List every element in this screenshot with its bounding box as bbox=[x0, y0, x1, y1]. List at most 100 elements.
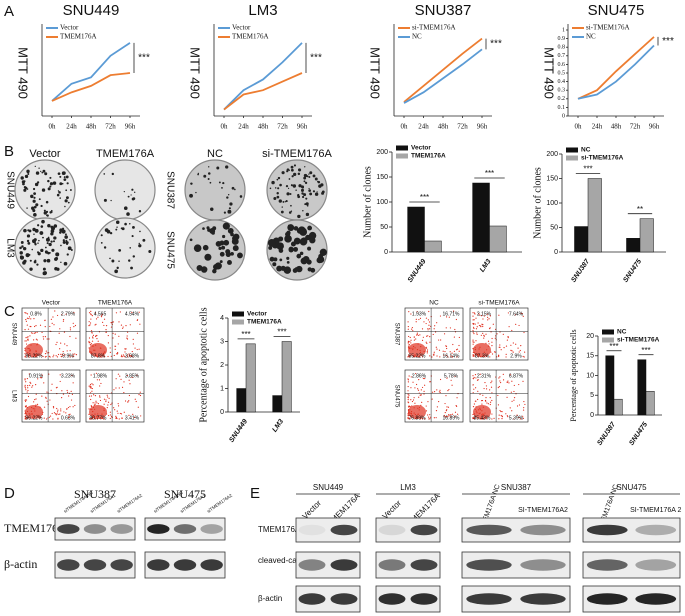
legend-swatch bbox=[232, 319, 244, 325]
colony bbox=[288, 247, 294, 253]
colony bbox=[193, 244, 202, 252]
event bbox=[513, 399, 515, 401]
blot-band bbox=[147, 524, 170, 534]
colony bbox=[223, 239, 230, 246]
event bbox=[57, 353, 60, 356]
event bbox=[134, 347, 136, 349]
event bbox=[33, 317, 35, 320]
event bbox=[24, 378, 26, 380]
quadrant-value: 4.54% bbox=[125, 311, 140, 317]
y-tick-label: 0.4 bbox=[558, 79, 566, 85]
event bbox=[90, 330, 93, 332]
colony bbox=[219, 251, 225, 257]
blot-band bbox=[200, 524, 223, 534]
event bbox=[118, 321, 120, 323]
y-tick-label: 50 bbox=[380, 224, 388, 231]
event bbox=[407, 321, 409, 323]
event bbox=[524, 351, 526, 353]
event bbox=[90, 374, 92, 376]
event bbox=[497, 394, 499, 397]
colony bbox=[227, 209, 232, 214]
event bbox=[496, 333, 498, 335]
colony bbox=[36, 181, 40, 184]
event bbox=[24, 353, 26, 355]
legend-label: NC bbox=[617, 329, 627, 336]
x-tick-label: LM3 bbox=[271, 418, 285, 434]
event bbox=[29, 325, 31, 328]
event bbox=[414, 402, 416, 404]
event bbox=[56, 413, 58, 415]
event bbox=[92, 334, 95, 336]
event bbox=[121, 417, 123, 419]
event bbox=[70, 390, 72, 392]
colony bbox=[47, 251, 50, 255]
event bbox=[477, 322, 479, 324]
colony bbox=[49, 185, 52, 188]
event bbox=[488, 327, 491, 330]
legend-swatch bbox=[602, 337, 614, 343]
colony bbox=[54, 256, 59, 261]
event bbox=[524, 403, 526, 406]
series-line bbox=[403, 48, 483, 104]
event bbox=[491, 399, 493, 402]
bar bbox=[637, 359, 647, 416]
column-label: Vector bbox=[29, 148, 61, 160]
event bbox=[489, 403, 491, 406]
event bbox=[27, 385, 29, 387]
colony bbox=[276, 265, 283, 272]
event bbox=[510, 344, 512, 346]
event bbox=[519, 349, 521, 352]
event bbox=[507, 380, 509, 382]
colony bbox=[295, 265, 303, 273]
significance: *** bbox=[609, 342, 618, 351]
event bbox=[507, 336, 509, 338]
event bbox=[447, 356, 449, 358]
x-tick-label: SNU475 bbox=[628, 421, 649, 447]
colony bbox=[219, 240, 225, 246]
colony bbox=[226, 196, 229, 199]
event bbox=[411, 328, 413, 330]
event bbox=[445, 415, 448, 418]
event bbox=[24, 312, 26, 314]
event bbox=[426, 335, 428, 337]
event bbox=[66, 350, 68, 352]
event bbox=[35, 398, 37, 400]
event bbox=[138, 348, 140, 350]
event bbox=[120, 378, 122, 380]
colony bbox=[100, 234, 103, 237]
legend-swatch bbox=[602, 329, 614, 335]
event bbox=[408, 335, 410, 338]
colony bbox=[221, 187, 223, 189]
event bbox=[444, 411, 446, 414]
lane-label: siTMEM176A2 bbox=[116, 492, 143, 513]
event bbox=[115, 416, 117, 419]
event bbox=[137, 406, 139, 408]
colony bbox=[142, 238, 146, 242]
event bbox=[413, 339, 416, 341]
event bbox=[498, 385, 500, 388]
event bbox=[63, 331, 66, 333]
event bbox=[89, 383, 92, 386]
legend-label: NC bbox=[412, 33, 422, 41]
colony bbox=[297, 168, 302, 172]
row-label: β-actin bbox=[4, 557, 37, 571]
bar bbox=[424, 240, 442, 253]
event bbox=[62, 393, 65, 395]
blot-band bbox=[330, 593, 358, 605]
event bbox=[408, 375, 410, 377]
colony bbox=[63, 176, 66, 179]
event bbox=[472, 355, 474, 357]
event bbox=[99, 399, 102, 402]
y-tick-label: 0 bbox=[220, 409, 224, 416]
legend-label: TMEM176A bbox=[411, 153, 446, 160]
y-tick-label: 0.5 bbox=[558, 70, 566, 76]
colony bbox=[126, 212, 130, 216]
event bbox=[44, 353, 47, 355]
colony bbox=[282, 200, 285, 203]
x-tick-label: SNU475 bbox=[622, 258, 643, 284]
event bbox=[444, 402, 446, 405]
event bbox=[114, 348, 116, 350]
event bbox=[90, 343, 93, 345]
colony bbox=[62, 240, 66, 244]
x-tick-label: 96h bbox=[125, 123, 136, 131]
